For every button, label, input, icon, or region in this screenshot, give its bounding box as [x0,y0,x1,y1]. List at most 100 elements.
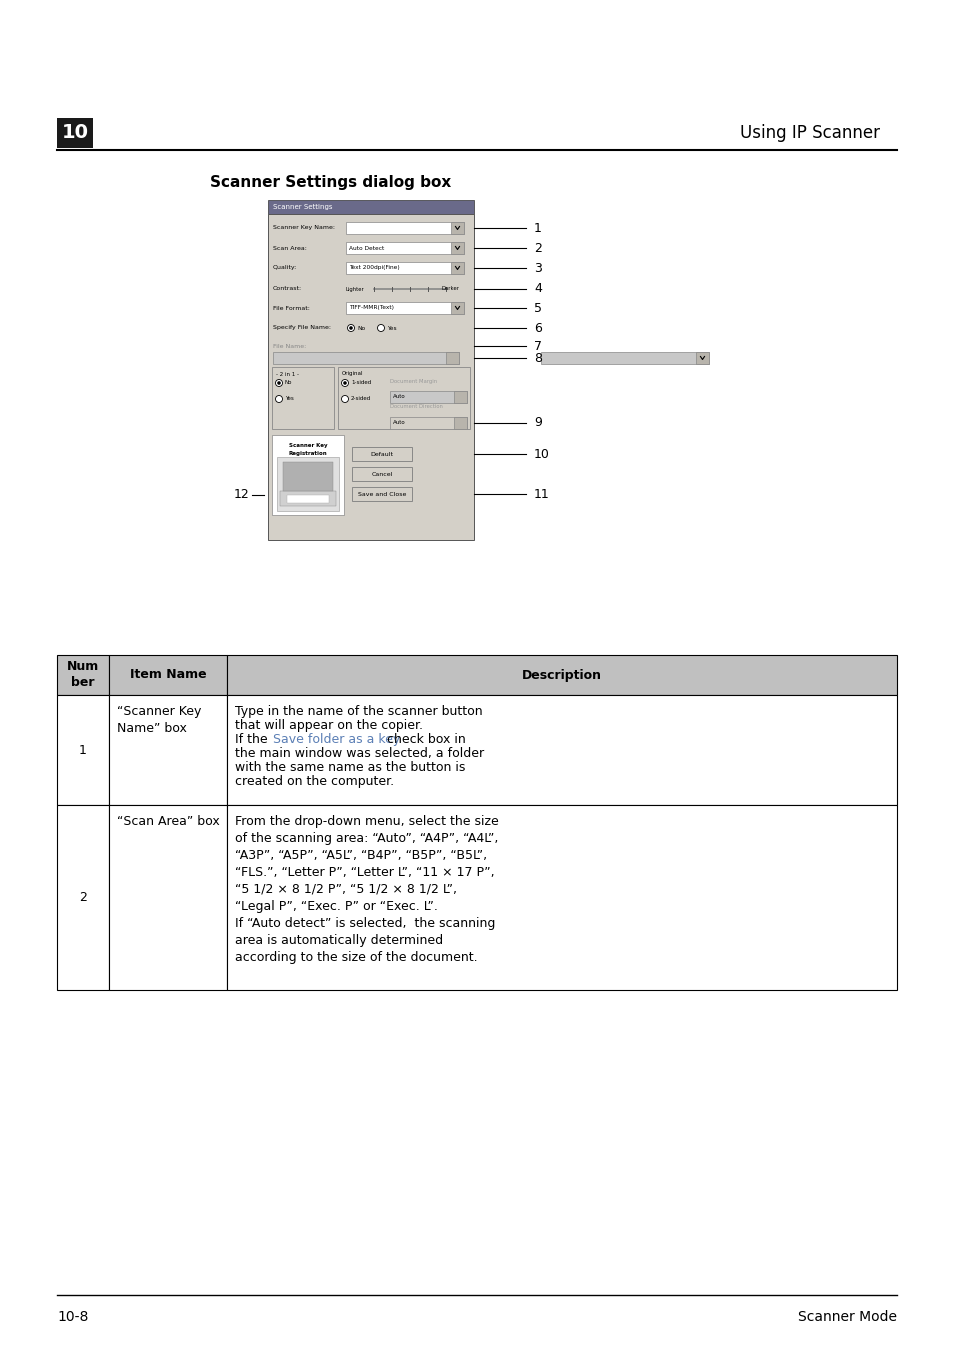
Bar [283,462,333,490]
Text: TIFF-MMR(Text): TIFF-MMR(Text) [349,305,394,311]
Bar [390,417,467,430]
Text: 1: 1 [534,222,541,235]
Bar [451,242,463,254]
Text: Scanner Mode: Scanner Mode [797,1310,896,1324]
Bar [451,303,463,313]
Text: Auto Detect: Auto Detect [349,246,384,250]
Text: Default: Default [370,451,393,457]
Text: 7: 7 [534,339,541,353]
Bar [227,805,896,990]
Bar [280,490,335,507]
Text: Yes: Yes [387,326,396,331]
Circle shape [343,381,347,385]
Text: 3: 3 [534,262,541,274]
Text: Scanner Key Name:: Scanner Key Name: [273,226,335,231]
Text: 5: 5 [534,301,541,315]
Text: 2: 2 [534,242,541,254]
Text: 1: 1 [79,743,87,757]
Bar [109,805,227,990]
Text: check box in: check box in [383,734,466,746]
Text: “Scanner Key
Name” box: “Scanner Key Name” box [117,705,201,735]
Bar [57,118,92,149]
Bar [352,486,412,501]
Text: 12: 12 [233,489,250,501]
Text: that will appear on the copier.: that will appear on the copier. [234,719,422,732]
Text: 9: 9 [534,416,541,430]
Text: Scanner Settings dialog box: Scanner Settings dialog box [210,176,451,190]
Text: Original: Original [341,372,363,377]
Text: 6: 6 [534,322,541,335]
Text: Save folder as a key: Save folder as a key [274,734,400,746]
Text: Darker: Darker [441,286,459,292]
Text: Contrast:: Contrast: [273,285,302,290]
Circle shape [275,396,282,403]
Bar [57,694,109,805]
Bar [268,200,474,213]
Text: Num
ber: Num ber [67,661,99,689]
Bar [276,457,338,511]
Bar [227,694,896,805]
Bar [346,222,463,234]
Bar [57,655,109,694]
Text: Yes: Yes [285,396,294,401]
Text: 10: 10 [534,447,549,461]
Text: File Format:: File Format: [273,305,310,311]
Bar [346,262,463,274]
Text: 10: 10 [61,123,89,142]
Text: Auto: Auto [393,420,405,426]
Bar [454,417,467,430]
Text: 2-sided: 2-sided [351,396,371,401]
Bar [454,390,467,403]
Text: Description: Description [521,669,601,681]
Bar [273,353,458,363]
Text: with the same name as the button is: with the same name as the button is [234,761,465,774]
Circle shape [341,396,348,403]
Bar [337,367,470,430]
Bar [272,435,344,515]
Text: 1-sided: 1-sided [351,381,371,385]
Text: Auto: Auto [393,394,405,400]
Bar [352,447,412,461]
Circle shape [275,380,282,386]
Text: If the: If the [234,734,272,746]
Text: File Name:: File Name: [273,343,306,349]
Text: Scanner Settings: Scanner Settings [273,204,333,209]
Bar [272,367,334,430]
Text: Save and Close: Save and Close [357,492,406,497]
Text: Document Direction: Document Direction [390,404,442,409]
Text: created on the computer.: created on the computer. [234,775,394,788]
Text: 8: 8 [534,351,541,365]
Bar [109,694,227,805]
Text: the main window was selected, a folder: the main window was selected, a folder [234,747,483,761]
Circle shape [341,380,348,386]
Text: Using IP Scanner: Using IP Scanner [740,124,879,142]
Text: Quality:: Quality: [273,266,297,270]
Bar [352,467,412,481]
Bar [390,390,467,403]
Bar [540,353,708,363]
Bar [696,353,708,363]
Bar [57,805,109,990]
Bar [346,303,463,313]
Text: 2: 2 [79,892,87,904]
Text: 4: 4 [534,282,541,296]
Bar [446,353,458,363]
Text: 10-8: 10-8 [57,1310,89,1324]
Bar [451,262,463,274]
Text: Lighter: Lighter [346,286,364,292]
Text: No: No [356,326,365,331]
Text: Cancel: Cancel [371,471,393,477]
Bar [109,655,227,694]
Text: 11: 11 [534,488,549,500]
Circle shape [349,326,353,330]
Text: Document Margin: Document Margin [390,378,436,384]
Bar [268,213,474,540]
Bar [227,655,896,694]
Text: Specify File Name:: Specify File Name: [273,326,331,331]
Text: From the drop-down menu, select the size
of the scanning area: “Auto”, “A4P”, “A: From the drop-down menu, select the size… [234,815,498,965]
Circle shape [277,381,280,385]
Circle shape [347,324,355,331]
Text: Type in the name of the scanner button: Type in the name of the scanner button [234,705,482,717]
Bar [451,222,463,234]
Bar [287,494,329,503]
